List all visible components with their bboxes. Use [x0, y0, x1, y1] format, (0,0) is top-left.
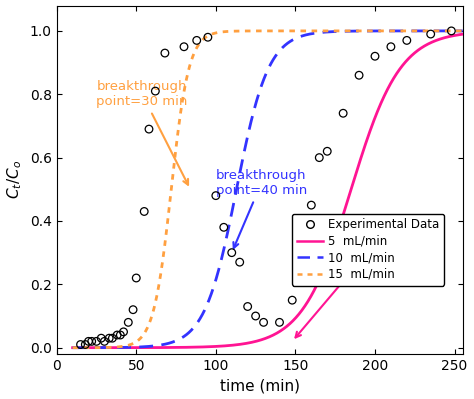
Point — [100, 338, 108, 345]
Point — [427, 31, 435, 37]
Point — [220, 224, 228, 231]
Point — [161, 50, 169, 56]
Point — [85, 338, 92, 345]
Point — [93, 338, 100, 345]
Text: breakthrough
point=80 min: breakthrough point=80 min — [295, 223, 427, 338]
Point — [300, 224, 307, 231]
Point — [316, 154, 323, 161]
Point — [105, 335, 113, 342]
Point — [113, 332, 121, 338]
Y-axis label: $C_t/C_o$: $C_t/C_o$ — [6, 160, 24, 200]
Point — [260, 319, 267, 326]
Point — [82, 341, 89, 348]
Point — [88, 338, 95, 345]
Point — [77, 341, 84, 348]
Point — [98, 335, 105, 342]
Point — [447, 28, 455, 34]
Point — [145, 126, 153, 132]
Text: breakthrough
point=30 min: breakthrough point=30 min — [97, 80, 188, 185]
Point — [204, 34, 212, 40]
Point — [152, 88, 159, 94]
Point — [132, 275, 140, 281]
Point — [339, 110, 347, 117]
Point — [403, 37, 410, 43]
Point — [140, 208, 148, 215]
Point — [117, 332, 124, 338]
Point — [276, 319, 283, 326]
Legend: Experimental Data, 5  mL/min, 10  mL/min, 15  mL/min: Experimental Data, 5 mL/min, 10 mL/min, … — [292, 213, 445, 286]
Point — [356, 72, 363, 79]
Point — [109, 335, 116, 342]
Point — [129, 306, 137, 313]
Point — [308, 202, 315, 208]
Point — [289, 297, 296, 303]
Point — [371, 53, 379, 59]
Point — [180, 43, 188, 50]
Point — [120, 329, 128, 335]
Point — [387, 43, 395, 50]
Point — [212, 192, 219, 199]
Point — [193, 37, 201, 43]
Point — [323, 148, 331, 154]
Point — [228, 249, 236, 256]
Text: breakthrough
point=40 min: breakthrough point=40 min — [216, 169, 307, 248]
Point — [244, 303, 251, 310]
Point — [125, 319, 132, 326]
X-axis label: time (min): time (min) — [219, 378, 300, 393]
Point — [252, 313, 259, 319]
Point — [236, 259, 244, 265]
